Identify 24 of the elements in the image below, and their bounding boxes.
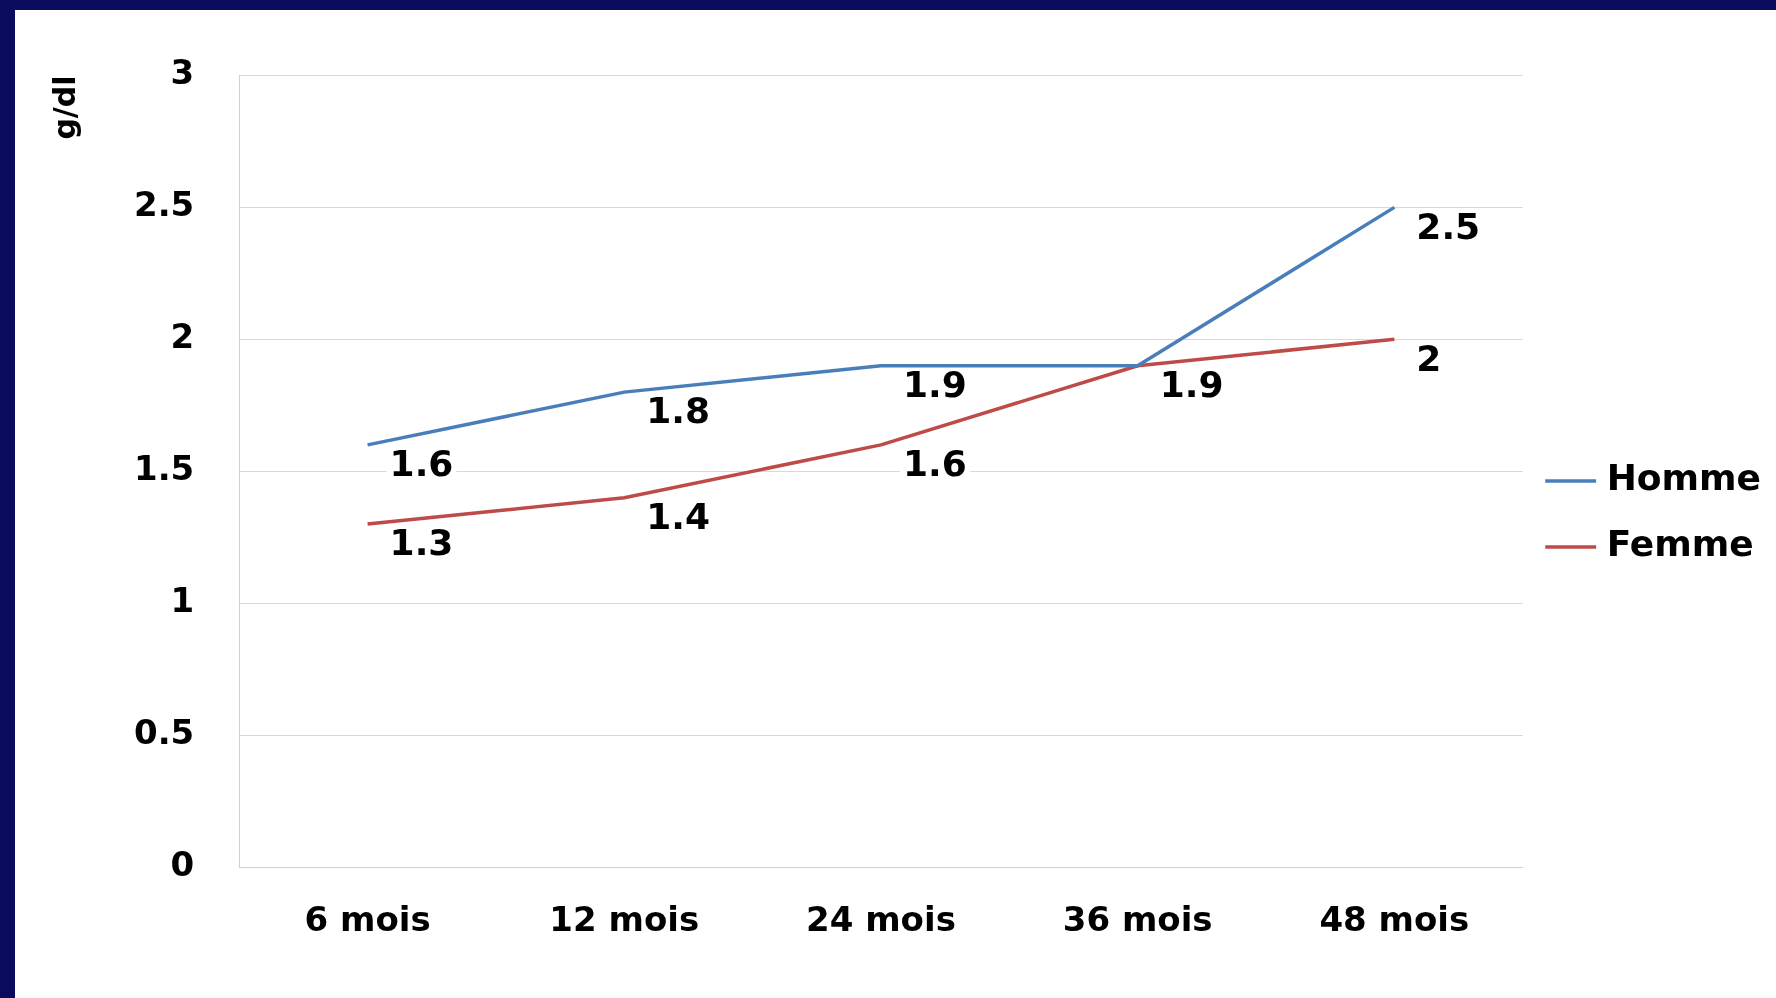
data-label: 1.6: [902, 443, 967, 485]
y-tick-label: 1.5: [134, 448, 195, 489]
x-tick-label: 48 mois: [1319, 899, 1470, 940]
y-tick-label: 1: [170, 580, 195, 621]
y-axis-title: g/dl: [46, 75, 82, 140]
data-label: 1.4: [646, 496, 711, 538]
x-tick-label: 6 mois: [304, 899, 431, 940]
data-label: 1.9: [902, 364, 967, 406]
data-label: 1.3: [389, 522, 454, 564]
legend-label: Femme: [1606, 523, 1754, 565]
data-label: 1.9: [1159, 364, 1224, 406]
legend-label: Homme: [1606, 457, 1762, 499]
x-tick-label: 24 mois: [806, 899, 956, 940]
x-tick-label: 12 mois: [549, 899, 700, 940]
y-tick-label: 3: [170, 52, 195, 93]
data-label: 2: [1416, 337, 1442, 379]
y-tick-label: 0: [170, 844, 195, 885]
y-tick-label: 2: [170, 316, 195, 357]
data-label: 1.6: [389, 443, 454, 485]
data-label: 2.5: [1416, 205, 1481, 247]
x-tick-label: 36 mois: [1062, 899, 1213, 940]
data-label: 1.8: [646, 390, 711, 432]
y-tick-label: 2.5: [134, 184, 195, 225]
y-tick-label: 0.5: [134, 712, 195, 753]
